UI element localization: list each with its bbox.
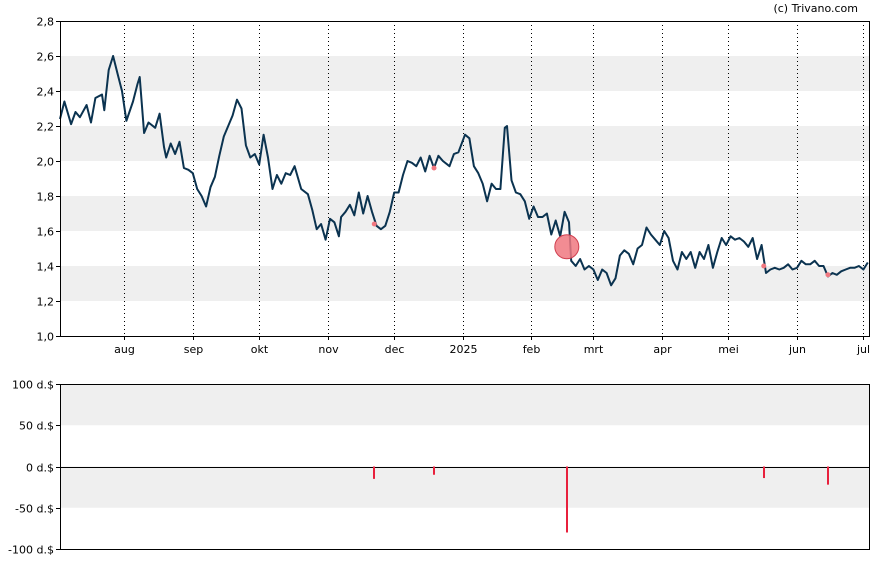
- grid-band: [60, 126, 870, 161]
- y-tick-label: 2,4: [37, 86, 55, 99]
- y-tick-label: 1,2: [37, 296, 55, 309]
- y-tick-label: 2,8: [37, 16, 55, 29]
- x-tick-label: mrt: [584, 343, 604, 356]
- grid-band: [60, 266, 870, 301]
- y-tick-label: -100 d.$: [8, 544, 54, 557]
- transaction-bar: [433, 466, 435, 475]
- x-tick-label: okt: [251, 343, 269, 356]
- transaction-marker: [554, 234, 580, 260]
- y-tick-label: 1,6: [37, 226, 55, 239]
- grid-band: [60, 384, 870, 426]
- x-tick-label: apr: [653, 343, 672, 356]
- price-frame: [60, 21, 870, 337]
- transaction-bar: [373, 466, 375, 479]
- transaction-bar: [763, 466, 765, 479]
- price-panel: aug sep okt nov dec 2025 feb mrt apr mei jun jul 1,0…: [37, 16, 871, 357]
- transaction-bar: [827, 466, 829, 485]
- x-tick-label: jun: [788, 343, 806, 356]
- grid-band: [60, 196, 870, 231]
- x-tick-label: 2025: [450, 343, 478, 356]
- x-tick-label: sep: [184, 343, 203, 356]
- x-tick-label: mei: [718, 343, 739, 356]
- transaction-bar: [566, 466, 568, 533]
- transaction-marker: [825, 272, 831, 278]
- copyright-text: (c) Trivano.com: [773, 2, 858, 15]
- grid-band: [60, 56, 870, 91]
- y-tick-label: 2,2: [37, 121, 55, 134]
- x-tick-label: feb: [523, 343, 541, 356]
- y-tick-label: 0 d.$: [26, 462, 54, 475]
- y-tick-label: 50 d.$: [19, 420, 54, 433]
- y-tick-label: 1,8: [37, 191, 55, 204]
- transaction-marker: [371, 221, 377, 227]
- transaction-marker: [761, 263, 767, 269]
- x-tick-label: jul: [856, 343, 870, 356]
- y-tick-label: 1,0: [37, 331, 55, 344]
- y-tick-label: 100 d.$: [12, 379, 54, 392]
- x-tick-label: dec: [385, 343, 405, 356]
- x-tick-label: aug: [114, 343, 135, 356]
- transactions-frame: [60, 384, 870, 550]
- y-tick-label: -50 d.$: [15, 503, 54, 516]
- price-line: [59, 55, 869, 287]
- grid-band: [60, 466, 870, 508]
- y-tick-label: 2,6: [37, 51, 55, 64]
- transactions-panel: -100 d.$ -50 d.$ 0 d.$ 50 d.$ 100 d.$: [8, 379, 870, 557]
- y-tick-label: 2,0: [37, 156, 55, 169]
- x-tick-label: nov: [318, 343, 339, 356]
- y-tick-label: 1,4: [37, 261, 55, 274]
- transaction-marker: [431, 165, 437, 171]
